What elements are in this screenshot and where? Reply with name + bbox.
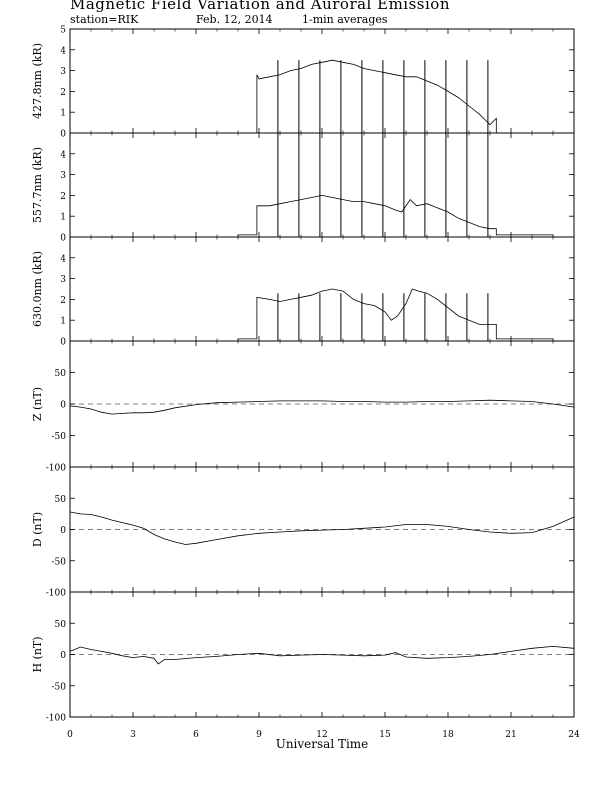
y-tick-label: 50 bbox=[55, 495, 67, 505]
y-tick-label: -50 bbox=[52, 557, 67, 567]
data-series-line bbox=[69, 511, 575, 545]
data-series-line bbox=[70, 288, 574, 342]
x-tick-label: 18 bbox=[442, 730, 454, 740]
station-label: station=RIK bbox=[70, 13, 139, 26]
panel-frame bbox=[69, 132, 575, 238]
y-tick-label: 4 bbox=[60, 150, 66, 160]
y-tick-label: 2 bbox=[60, 88, 66, 98]
y-tick-label: 3 bbox=[60, 67, 66, 77]
y-tick-label: 3 bbox=[60, 275, 66, 285]
y-axis-label: 557.7nm (kR) bbox=[31, 147, 44, 223]
x-tick-label: 12 bbox=[316, 730, 327, 740]
panel-frame bbox=[69, 236, 575, 342]
y-tick-label: 3 bbox=[60, 171, 66, 181]
data-series-line bbox=[70, 194, 574, 238]
y-tick-label: 2 bbox=[60, 296, 66, 306]
y-tick-label: -100 bbox=[46, 464, 66, 474]
y-tick-label: 0 bbox=[60, 338, 66, 348]
y-axis-label: 630.0nm (kR) bbox=[31, 251, 44, 327]
y-tick-label: 4 bbox=[60, 254, 66, 264]
y-tick-label: 50 bbox=[55, 369, 67, 379]
y-tick-label: 4 bbox=[60, 46, 66, 56]
x-tick-label: 21 bbox=[505, 730, 516, 740]
y-tick-label: 0 bbox=[60, 401, 66, 411]
x-tick-label: 6 bbox=[193, 730, 199, 740]
y-tick-label: 0 bbox=[60, 130, 66, 140]
y-tick-label: 1 bbox=[60, 213, 66, 223]
y-tick-label: 2 bbox=[60, 192, 66, 202]
y-tick-label: -50 bbox=[52, 432, 67, 442]
averaging-label: 1-min averages bbox=[302, 13, 388, 26]
data-series-line bbox=[70, 59, 574, 134]
y-axis-label: Z (nT) bbox=[31, 387, 44, 421]
y-tick-label: -50 bbox=[52, 682, 67, 692]
y-axis-label: D (nT) bbox=[31, 512, 44, 547]
y-tick-label: 0 bbox=[60, 234, 66, 244]
x-tick-label: 0 bbox=[67, 730, 73, 740]
y-tick-label: 5 bbox=[60, 26, 66, 36]
y-tick-label: 1 bbox=[60, 317, 66, 327]
x-tick-label: 15 bbox=[379, 730, 391, 740]
y-tick-label: -100 bbox=[46, 714, 66, 724]
y-tick-label: 0 bbox=[60, 651, 66, 661]
y-axis-label: H (nT) bbox=[31, 636, 44, 672]
y-tick-label: 0 bbox=[60, 526, 66, 536]
date-label: Feb. 12, 2014 bbox=[196, 13, 273, 26]
x-tick-label: 24 bbox=[568, 730, 580, 740]
chart-title: Magnetic Field Variation and Auroral Emi… bbox=[70, 0, 450, 13]
x-tick-label: 3 bbox=[130, 730, 136, 740]
panel-frame bbox=[69, 28, 575, 134]
y-tick-label: 1 bbox=[60, 109, 66, 119]
x-axis-label: Universal Time bbox=[276, 737, 369, 751]
y-tick-label: 50 bbox=[55, 620, 67, 630]
x-tick-label: 9 bbox=[256, 730, 262, 740]
y-tick-label: -100 bbox=[46, 589, 66, 599]
data-series-line bbox=[69, 645, 575, 665]
data-series-line bbox=[69, 399, 575, 415]
y-axis-label: 427.8nm (kR) bbox=[31, 43, 44, 119]
